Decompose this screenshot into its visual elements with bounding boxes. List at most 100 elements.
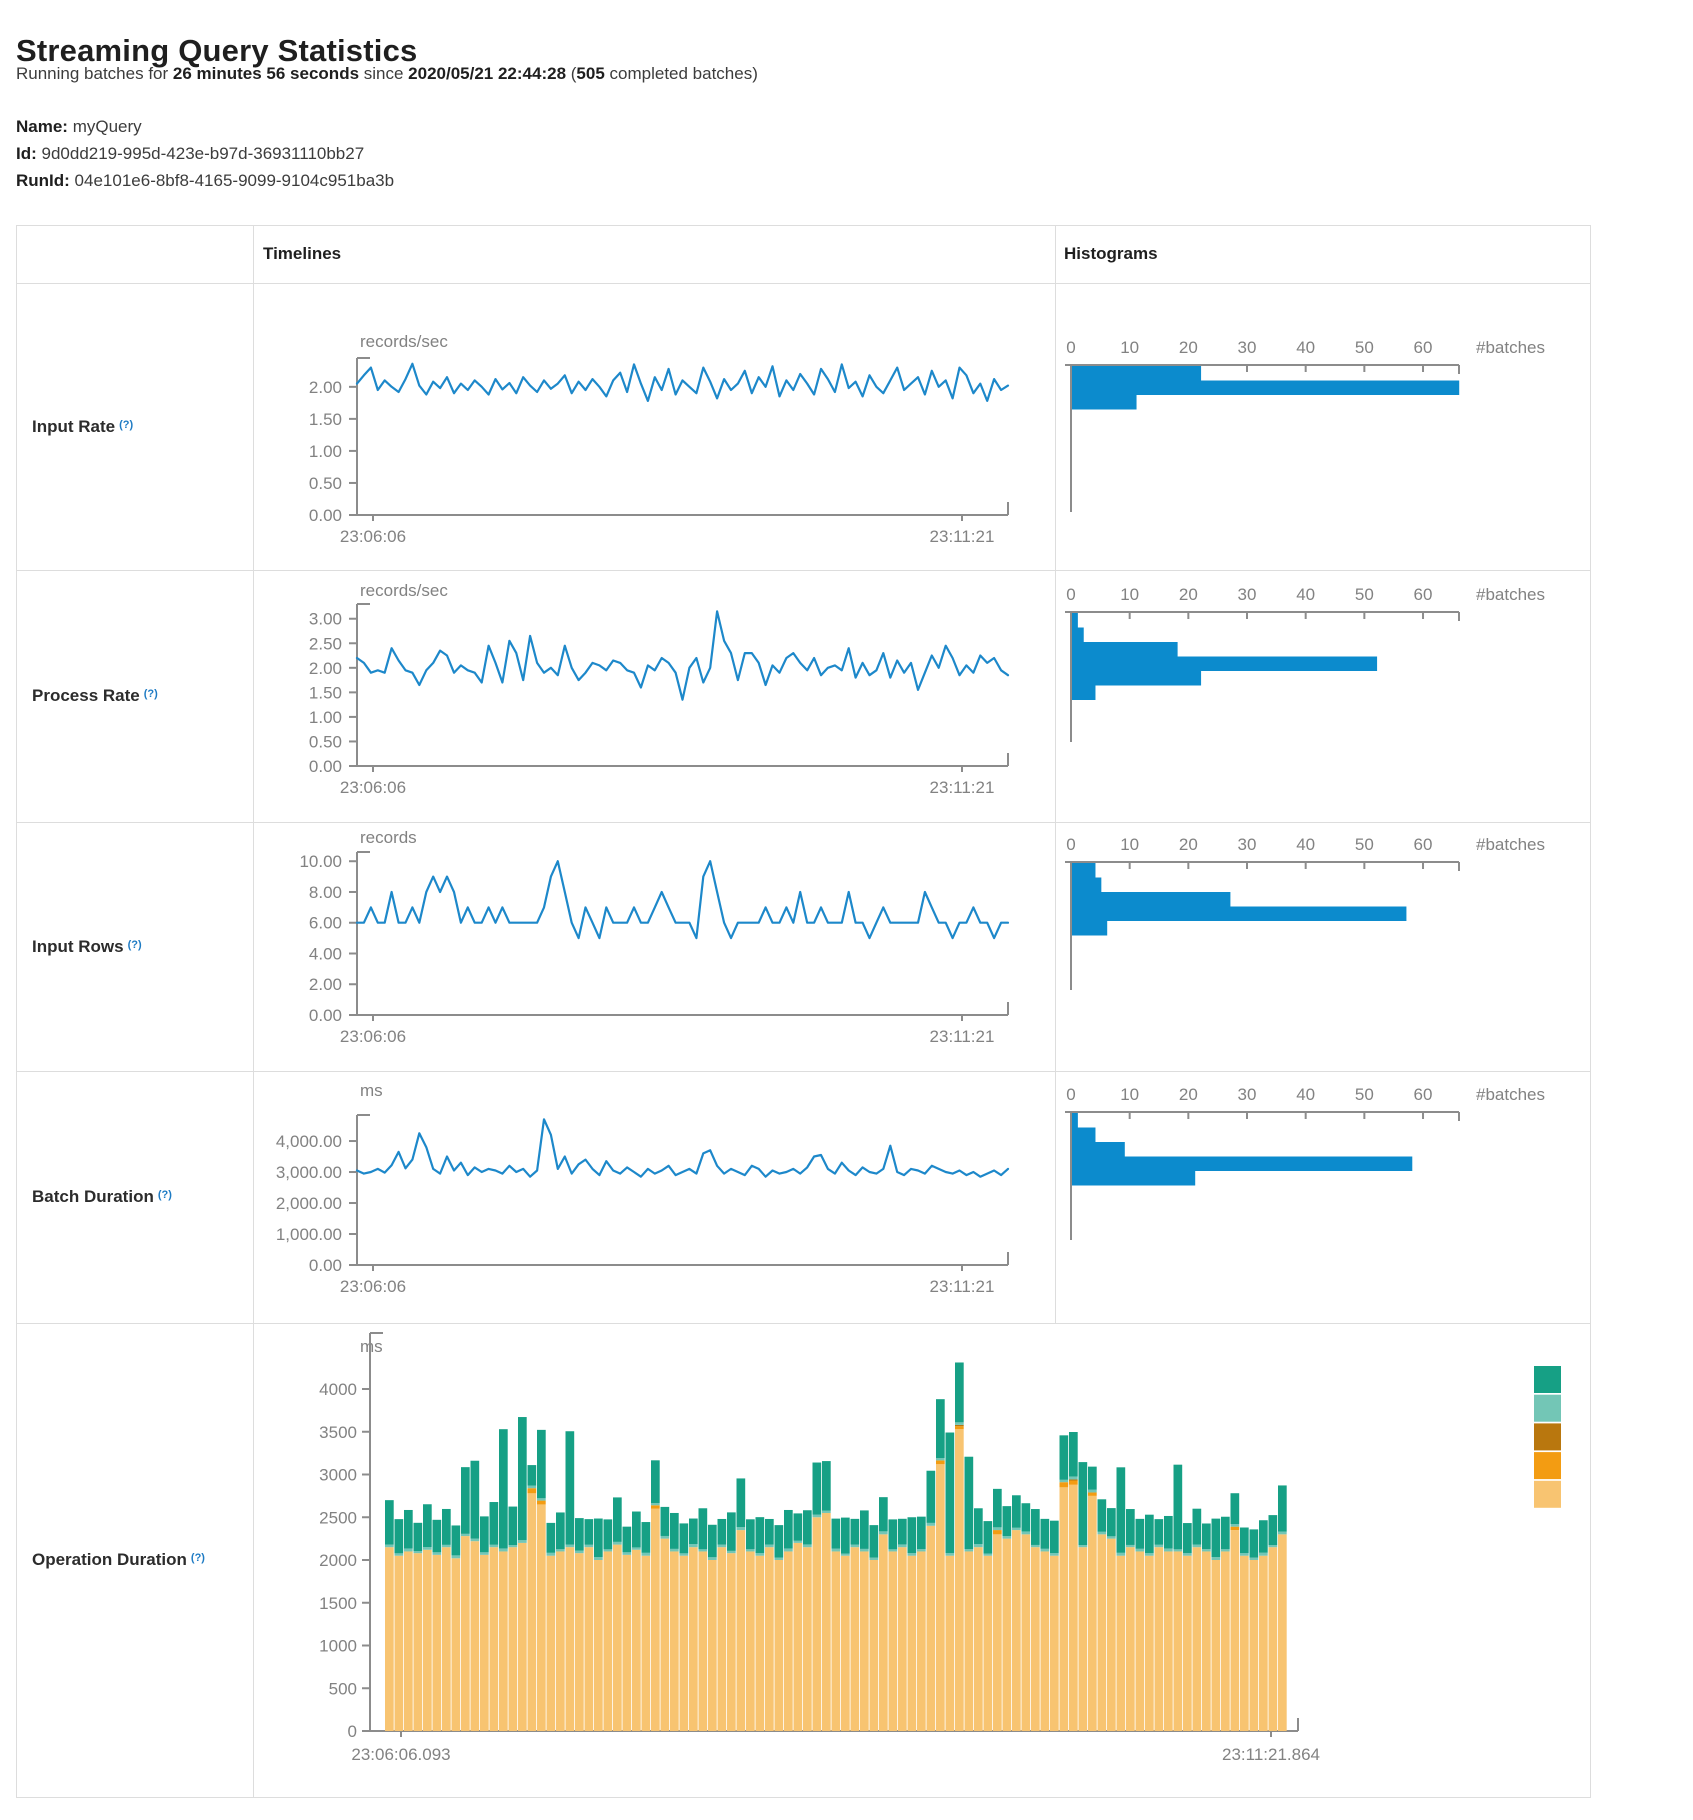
operation-duration-segment-light-orange xyxy=(679,1555,689,1731)
svg-text:10: 10 xyxy=(1120,338,1139,357)
svg-text:2.00: 2.00 xyxy=(309,975,342,994)
operation-duration-segment-light-teal xyxy=(679,1553,689,1556)
input-rate-help-icon[interactable]: (?) xyxy=(119,418,134,431)
operation-duration-segment-light-teal xyxy=(537,1498,546,1501)
operation-duration-segment-teal xyxy=(1078,1462,1088,1546)
input-rows-histogram-bar xyxy=(1072,921,1108,936)
operation-duration-segment-light-teal xyxy=(499,1548,508,1552)
operation-duration-segment-light-teal xyxy=(1221,1549,1230,1552)
operation-duration-segment-light-orange xyxy=(936,1464,945,1731)
svg-text:#batches: #batches xyxy=(1476,835,1545,854)
table-border-header xyxy=(16,283,1591,284)
table-border-bottom xyxy=(16,1797,1591,1798)
operation-duration-segment-light-teal xyxy=(993,1527,1002,1531)
batch-duration-help-icon[interactable]: (?) xyxy=(157,1189,172,1201)
input-rows-help-icon[interactable]: (?) xyxy=(127,938,142,951)
start-timestamp: 2020/05/21 22:44:28 xyxy=(408,64,567,83)
operation-duration-segment-teal xyxy=(850,1518,860,1545)
operation-duration-segment-teal xyxy=(1050,1520,1059,1554)
operation-duration-segment-light-orange xyxy=(594,1560,603,1731)
operation-duration-segment-teal xyxy=(1031,1509,1040,1545)
svg-text:0: 0 xyxy=(1066,338,1075,357)
batch-duration-timeline-series xyxy=(355,1118,1010,1178)
operation-duration-segment-light-teal xyxy=(1116,1552,1126,1556)
operation-duration-segment-light-orange xyxy=(1145,1555,1154,1731)
operation-duration-segment-light-orange xyxy=(888,1551,898,1731)
operation-duration-segment-light-orange xyxy=(879,1534,888,1731)
operation-duration-segment-light-orange xyxy=(1078,1547,1088,1731)
operation-duration-segment-teal xyxy=(1097,1499,1107,1532)
operation-duration-segment-teal xyxy=(784,1509,793,1549)
operation-duration-segment-light-orange xyxy=(717,1547,727,1731)
operation-duration-segment-teal xyxy=(812,1462,822,1515)
operation-duration-help-icon[interactable]: (?) xyxy=(190,1552,205,1564)
operation-duration-segment-light-orange xyxy=(641,1555,651,1731)
operation-duration-segment-teal xyxy=(1249,1529,1259,1558)
input-rows-histogram-bar xyxy=(1072,863,1096,878)
svg-text:10.00: 10.00 xyxy=(299,852,342,871)
input-rows-histogram-bar xyxy=(1072,892,1231,907)
operation-duration-segment-teal xyxy=(879,1497,888,1532)
operation-duration-segment-teal xyxy=(1116,1467,1126,1553)
operation-duration-segment-teal xyxy=(1230,1493,1240,1524)
operation-duration-segment-orange xyxy=(1069,1480,1078,1485)
input-rate-histogram-bar xyxy=(1072,380,1460,395)
input-rows-histogram-bar xyxy=(1072,877,1102,892)
svg-text:records: records xyxy=(360,828,417,847)
operation-duration-segment-teal xyxy=(1135,1518,1145,1549)
operation-duration-segment-orange xyxy=(1230,1526,1240,1531)
operation-duration-segment-light-orange xyxy=(1240,1555,1249,1731)
operation-duration-segment-light-teal xyxy=(394,1553,404,1556)
process-rate-help-icon[interactable]: (?) xyxy=(143,688,158,700)
svg-text:1.50: 1.50 xyxy=(309,683,342,702)
operation-duration-segment-light-orange xyxy=(822,1512,831,1731)
operation-duration-segment-teal xyxy=(1145,1514,1154,1554)
operation-duration-segment-light-orange xyxy=(1012,1530,1021,1732)
operation-duration-segment-teal xyxy=(1183,1523,1192,1553)
operation-duration-segment-teal xyxy=(974,1508,983,1545)
operation-duration-segment-light-teal xyxy=(765,1544,774,1548)
operation-duration-segment-light-orange xyxy=(442,1547,451,1731)
operation-duration-segment-light-teal xyxy=(841,1553,850,1556)
svg-text:4.00: 4.00 xyxy=(309,944,342,963)
svg-text:40: 40 xyxy=(1296,1085,1315,1104)
operation-duration-segment-light-teal xyxy=(518,1540,527,1543)
operation-duration-segment-teal xyxy=(641,1522,651,1553)
operation-duration-segment-light-orange xyxy=(480,1554,489,1731)
svg-text:23:11:21: 23:11:21 xyxy=(930,527,995,546)
svg-text:2.00: 2.00 xyxy=(309,659,342,678)
input-rate-timeline-series xyxy=(355,362,1010,402)
svg-text:50: 50 xyxy=(1355,338,1374,357)
input-rate-timeline-chart: records/sec 2.00 1.50 1.00 0.50 0.00 23:06:06 2… xyxy=(309,332,1010,546)
operation-duration-segment-light-teal xyxy=(622,1552,632,1555)
running-duration: 26 minutes 56 seconds xyxy=(172,64,360,83)
operation-duration-segment-light-orange xyxy=(1154,1547,1164,1731)
operation-duration-segment-light-teal xyxy=(926,1522,936,1526)
operation-duration-segment-light-orange xyxy=(1230,1530,1240,1732)
operation-duration-segment-teal xyxy=(964,1456,974,1550)
operation-duration-segment-light-teal xyxy=(850,1544,860,1548)
operation-duration-segment-light-orange xyxy=(1126,1547,1135,1731)
operation-duration-segment-light-orange xyxy=(584,1547,594,1731)
operation-duration-segment-light-orange xyxy=(575,1553,584,1731)
operation-duration-segment-light-teal xyxy=(413,1551,423,1554)
svg-text:10: 10 xyxy=(1120,585,1139,604)
operation-duration-segment-teal xyxy=(926,1470,936,1523)
operation-duration-segment-light-teal xyxy=(1259,1552,1268,1556)
operation-duration-segment-teal xyxy=(1278,1485,1287,1532)
operation-duration-segment-orange xyxy=(537,1500,546,1505)
operation-duration-segment-teal xyxy=(518,1417,527,1541)
operation-duration-segment-light-teal xyxy=(480,1552,489,1555)
operation-duration-segment-light-teal xyxy=(784,1548,793,1552)
svg-text:23:11:21: 23:11:21 xyxy=(930,778,995,797)
operation-duration-segment-teal xyxy=(774,1525,784,1558)
svg-text:20: 20 xyxy=(1179,835,1198,854)
operation-duration-segment-light-teal xyxy=(1126,1544,1135,1548)
operation-duration-segment-light-orange xyxy=(1173,1551,1183,1731)
operation-duration-segment-light-orange xyxy=(803,1547,812,1731)
operation-duration-segment-teal xyxy=(746,1519,755,1550)
operation-duration-segment-light-orange xyxy=(831,1551,841,1731)
svg-text:0.50: 0.50 xyxy=(309,732,342,751)
operation-duration-segment-teal xyxy=(1107,1508,1116,1537)
operation-duration-segment-teal xyxy=(594,1518,603,1558)
